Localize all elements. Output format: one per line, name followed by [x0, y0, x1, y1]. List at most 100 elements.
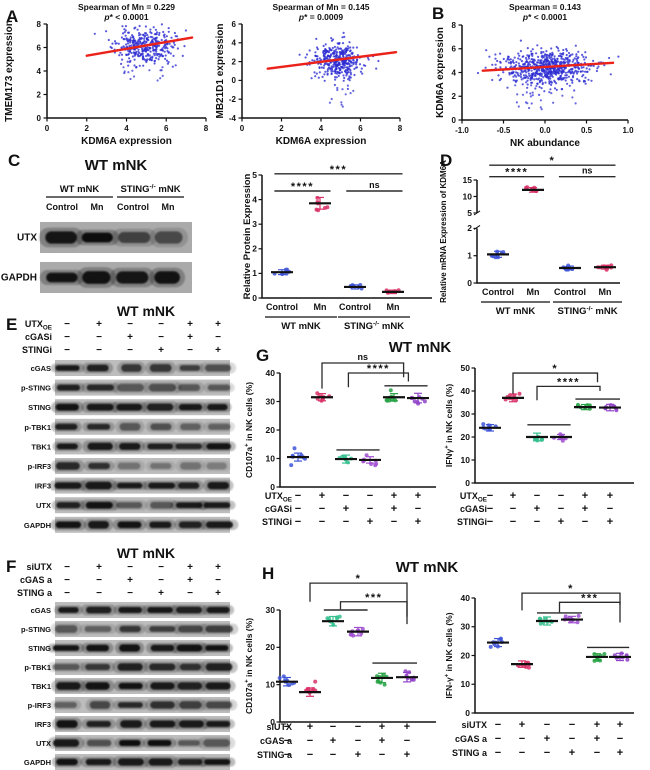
- sig-bracket: [347, 372, 410, 388]
- x-category-label: Mn: [314, 302, 327, 312]
- data-point: [351, 633, 356, 638]
- panel-letter-g: G: [256, 346, 270, 365]
- condition-value: +: [391, 503, 397, 515]
- data-point: [331, 622, 336, 627]
- y-tick-label: 2: [232, 57, 237, 66]
- condition-label: cGAS a: [20, 575, 53, 585]
- condition-value: −: [158, 562, 164, 573]
- condition-value: −: [534, 490, 540, 502]
- data-point: [508, 393, 513, 398]
- data-point: [289, 463, 294, 468]
- blot-C1: WT mNK WT mNK STING-/- mNK Control Mn Control…: [1, 157, 192, 293]
- blot-band: [147, 606, 173, 614]
- data-point: [322, 206, 327, 210]
- blot-band: [177, 740, 200, 746]
- condition-value: +: [607, 516, 613, 528]
- condition-value: −: [534, 516, 540, 528]
- blot-band: [86, 403, 114, 411]
- y-tick-label: 1: [252, 268, 257, 278]
- blot-band: [150, 644, 175, 652]
- condition-value: −: [355, 721, 361, 733]
- x-category-label: Mn: [527, 287, 540, 297]
- blot-row-GAPDH: [50, 516, 239, 533]
- blot-row-label: STING: [28, 644, 51, 653]
- blot-row-label: TBK1: [31, 682, 51, 691]
- dot-group-5: [371, 672, 393, 687]
- condition-value: +: [415, 516, 421, 528]
- data-point: [277, 676, 282, 680]
- condition-value: −: [295, 503, 301, 515]
- condition-value: +: [215, 319, 221, 330]
- blot-band: [205, 663, 233, 671]
- blot-band: [175, 502, 203, 509]
- x-tick-label: -0.5: [497, 126, 511, 135]
- condition-value: −: [343, 516, 349, 528]
- data-point: [488, 644, 493, 649]
- point-cloud: [476, 39, 620, 111]
- data-point: [286, 683, 291, 687]
- data-point: [382, 682, 387, 687]
- blot-band: [85, 501, 113, 509]
- dot-group-3: [536, 616, 558, 626]
- dotplot-D: 0 1 2 5 10 15 **** ns * Control Mn Control Mn WT mNK S…: [439, 155, 622, 318]
- condition-value: +: [519, 719, 525, 731]
- blot-row-label: cGAS: [31, 606, 51, 615]
- y-tick-label: 0: [270, 482, 275, 492]
- condition-value: −: [367, 503, 373, 515]
- condition-value: +: [187, 332, 193, 343]
- blot-row-TBK1: [52, 438, 236, 455]
- dot-group-5: [574, 402, 596, 411]
- data-point: [313, 679, 318, 684]
- condition-value: −: [510, 516, 516, 528]
- blot-band: [179, 701, 202, 709]
- data-point: [576, 613, 581, 618]
- blot-band: [205, 701, 233, 709]
- blot-band: [85, 758, 112, 766]
- y-tick-label: 5: [252, 170, 257, 180]
- data-point: [526, 665, 531, 670]
- condition-value: −: [379, 749, 385, 761]
- data-point: [422, 399, 427, 404]
- condition-value: −: [96, 575, 102, 586]
- condition-value: −: [355, 735, 361, 747]
- y-tick-label: 30: [461, 622, 471, 632]
- blot-band: [116, 482, 143, 489]
- dot-group-6: [609, 651, 631, 662]
- data-point: [364, 453, 369, 458]
- data-point: [388, 388, 393, 393]
- y-tick-label: -4: [229, 114, 237, 123]
- x-tick-label: 8: [398, 124, 403, 133]
- blot-row-label: GAPDH: [1, 273, 37, 284]
- condition-value: −: [284, 749, 290, 761]
- condition-value: +: [617, 719, 623, 731]
- blot-band: [177, 682, 202, 690]
- condition-value: −: [495, 719, 501, 731]
- y-axis-label: IFNγ+ in NK cells (%): [444, 384, 454, 467]
- group-label: WT mNK: [496, 306, 536, 317]
- dot-group-2: [299, 679, 321, 697]
- blot-band: [206, 462, 227, 470]
- dot-group-1: [487, 636, 509, 649]
- condition-value: −: [215, 575, 221, 586]
- panel-letter-f: F: [6, 557, 17, 576]
- condition-value: −: [510, 503, 516, 515]
- y-tick-label: 0: [467, 278, 472, 288]
- blot-band: [55, 423, 78, 430]
- condition-value: −: [558, 503, 564, 515]
- blot-band: [119, 625, 141, 633]
- condition-value: +: [558, 516, 564, 528]
- group-label: STING-/- mNK: [557, 306, 617, 318]
- blot-title: WT mNK: [117, 545, 175, 561]
- condition-value: +: [569, 747, 575, 759]
- sig-bracket: [339, 601, 408, 625]
- trend-line: [85, 36, 194, 57]
- data-point: [412, 399, 417, 404]
- y-tick-label: 4: [252, 194, 257, 204]
- chart-title: Spearman of Mn = 0.229: [78, 2, 175, 12]
- condition-value: +: [594, 733, 600, 745]
- blot-row-TBK1: [51, 678, 236, 694]
